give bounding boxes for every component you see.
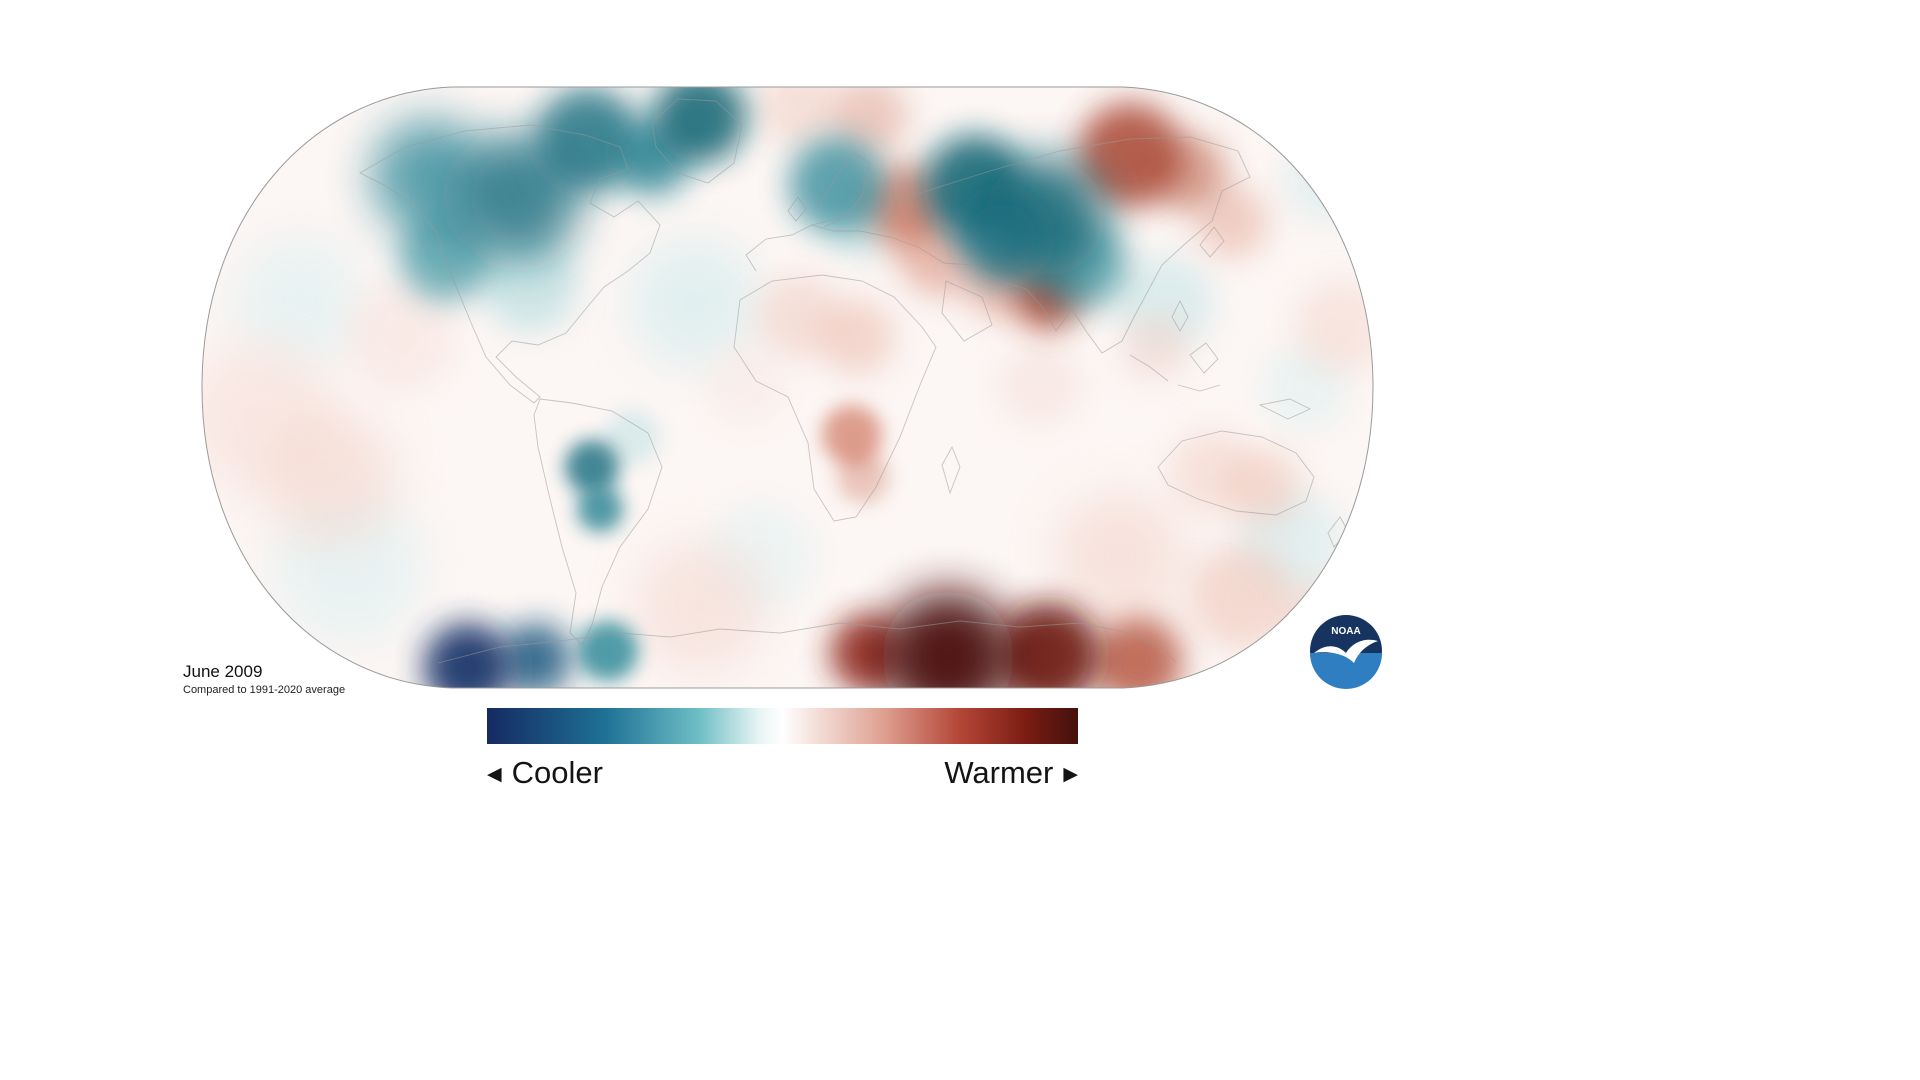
anomaly-blob [822,405,882,465]
anomaly-blob [345,282,455,392]
anomaly-blob [705,345,785,425]
anomaly-blob [832,87,908,155]
cooler-arrow-icon: ◀ [487,763,502,785]
anomaly-blob [565,440,619,494]
coastline-europe [745,224,813,272]
logo-ocean-half [1310,653,1382,689]
anomaly-blob [1190,545,1294,649]
coastline-philippines [1171,299,1189,332]
anomaly-blob [1224,449,1300,525]
coastlines [359,98,1349,664]
coastline-antarctica [437,620,1177,664]
anomaly-blob [1196,186,1268,258]
anomaly-blob [536,88,640,192]
coastline-arabia [941,280,993,342]
noaa-logo: NOAA [1308,613,1384,689]
coastline-scandinavia [817,152,871,228]
anomaly-blob [424,623,512,688]
anomaly-blob [234,237,366,369]
anomaly-blob [958,193,1046,281]
coastline-sumatra-java [1129,354,1221,392]
coastline-greenland [651,98,743,184]
warmer-label: Warmer [944,755,1054,790]
map-outline [201,86,1374,689]
anomaly-blob [629,237,761,369]
legend-warmer: Warmer ▶ [944,755,1078,791]
anomaly-blob [578,621,638,681]
legend-cooler: ◀ Cooler [487,755,603,791]
world-map-svg [201,86,1374,689]
anomaly-blob [789,137,885,233]
anomaly-blob [500,623,572,688]
cooler-label: Cooler [511,755,603,790]
coastline-australia [1157,430,1315,516]
anomaly-blob [819,299,895,375]
legend-row: ◀ Cooler Warmer ▶ [487,750,1078,796]
anomaly-blob [1054,491,1186,623]
coastline-japan [1199,226,1225,258]
seagull-icon [1314,639,1378,663]
anomaly-blob [577,486,623,532]
anomaly-blob [996,603,1100,688]
coastline-borneo [1189,342,1219,374]
colorbar [487,708,1078,744]
anomaly-blob [1078,103,1182,207]
anomaly-blob [654,87,746,163]
warmer-arrow-icon: ▶ [1063,763,1078,785]
title-block: June 2009 Compared to 1991-2020 average [183,662,345,697]
map-date: June 2009 [183,662,263,681]
anomaly-layer [202,87,1373,688]
coastline-asia [810,136,1251,354]
anomaly-blob [482,235,578,331]
coastline-madagascar [941,445,961,495]
anomaly-blob [1122,314,1188,380]
coastline-new-guinea [1258,398,1312,420]
anomaly-blob [264,411,396,543]
anomaly-blob [1000,345,1080,425]
anomaly-blob [604,409,660,465]
coastline-north-america [359,124,661,404]
comparison-note: Compared to 1991-2020 average [183,684,346,696]
anomaly-blob [634,541,766,673]
coastline-africa [733,274,937,522]
noaa-logo-svg: NOAA [1310,615,1382,689]
coastline-uk [787,196,807,222]
world-anomaly-map [200,85,1375,690]
coastline-south-america [533,398,663,646]
noaa-logo-text: NOAA [1331,626,1360,637]
anomaly-blob [882,591,1014,688]
anomaly-blob [760,87,840,147]
